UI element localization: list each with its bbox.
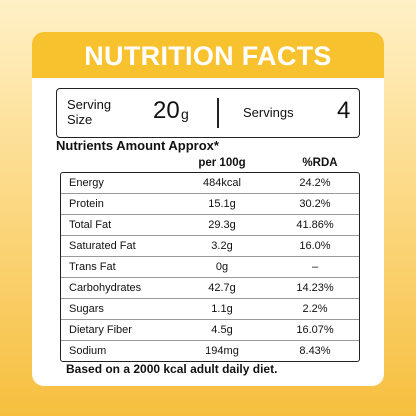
nutrients-title: Nutrients Amount Approx* <box>56 138 219 153</box>
table-cell: Trans Fat <box>69 261 116 273</box>
table-cell: 29.3g <box>208 219 236 231</box>
table-cell: Saturated Fat <box>69 240 136 252</box>
table-cell: 0g <box>215 261 229 273</box>
table-row: Sodium 194mg 8.43% <box>61 340 359 361</box>
table-cell: Protein <box>69 198 104 210</box>
servings-value: 4 <box>337 97 351 124</box>
table-row: Sugars 1.1g 2.2% <box>61 298 359 319</box>
column-header: per 100g <box>198 157 246 169</box>
nutrition-table: Energy 484kcal 24.2% Protein 15.1g 30.2% Total… <box>60 172 360 362</box>
table-cell: 14.23% <box>296 282 334 294</box>
footer-note: Based on a 2000 kcal adult daily diet. <box>66 362 278 376</box>
table-cell: 24.2% <box>299 177 331 189</box>
table-cell: 42.7g <box>208 282 236 294</box>
table-cell: 3.2g <box>211 240 233 252</box>
table-cell: 484kcal <box>203 177 241 189</box>
table-cell: 194mg <box>205 345 239 357</box>
serving-box: Serving Size 20 g Servings 4 <box>56 88 360 138</box>
serving-size-value: 20 <box>153 97 180 124</box>
table-cell: 41.86% <box>296 219 334 231</box>
serving-size-unit: g <box>181 106 189 122</box>
table-cell: Sugars <box>69 303 104 315</box>
table-row: Dietary Fiber 4.5g 16.07% <box>61 319 359 340</box>
table-cell: – <box>311 261 319 273</box>
table-cell: Dietary Fiber <box>69 324 132 336</box>
table-cell: 16.07% <box>296 324 334 336</box>
table-cell: 15.1g <box>208 198 236 210</box>
table-row: Trans Fat 0g – <box>61 256 359 277</box>
table-cell: Sodium <box>69 345 107 357</box>
table-row: Protein 15.1g 30.2% <box>61 193 359 214</box>
servings-label: Servings <box>243 105 294 120</box>
table-cell: Energy <box>69 177 104 189</box>
table-cell: 2.2% <box>302 303 328 315</box>
table-cell: Carbohydrates <box>69 282 142 294</box>
table-row: Carbohydrates 42.7g 14.23% <box>61 277 359 298</box>
title: NUTRITION FACTS <box>32 32 384 78</box>
serving-size-label: Serving Size <box>67 97 112 127</box>
table-cell: 30.2% <box>299 198 331 210</box>
table-cell: 1.1g <box>211 303 233 315</box>
table-row: Energy 484kcal 24.2% <box>61 173 359 193</box>
table-cell: 8.43% <box>299 345 331 357</box>
nutrition-card: NUTRITION FACTS Serving Size 20 g Servin… <box>32 32 384 386</box>
table-cell: 16.0% <box>299 240 331 252</box>
table-row: Saturated Fat 3.2g 16.0% <box>61 235 359 256</box>
table-cell: 4.5g <box>211 324 233 336</box>
divider <box>217 98 219 128</box>
table-row: Total Fat 29.3g 41.86% <box>61 214 359 235</box>
table-cell: Total Fat <box>69 219 112 231</box>
column-header: %RDA <box>302 157 338 169</box>
